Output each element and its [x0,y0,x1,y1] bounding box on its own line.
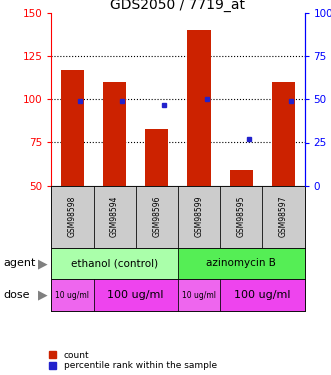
Bar [61,70,84,186]
Bar [187,30,211,186]
Text: GSM98597: GSM98597 [279,196,288,237]
Text: ethanol (control): ethanol (control) [71,258,158,268]
Bar [145,129,168,186]
Text: GSM98599: GSM98599 [195,196,204,237]
Bar [51,248,178,279]
Bar [51,279,93,311]
Text: ▶: ▶ [38,289,48,302]
Title: GDS2050 / 7719_at: GDS2050 / 7719_at [111,0,245,12]
Text: 10 ug/ml: 10 ug/ml [55,291,89,300]
Text: 100 ug/ml: 100 ug/ml [108,290,164,300]
Bar [178,279,220,311]
Bar [262,186,305,248]
Bar [93,279,178,311]
Text: agent: agent [3,258,36,268]
Bar [178,186,220,248]
Bar [136,186,178,248]
Bar [51,186,93,248]
Bar [93,186,136,248]
Text: GSM98598: GSM98598 [68,196,77,237]
Text: GSM98596: GSM98596 [152,196,161,237]
Text: ▶: ▶ [38,257,48,270]
Text: dose: dose [3,290,30,300]
Text: GSM98595: GSM98595 [237,196,246,237]
Bar [103,82,126,186]
Text: 10 ug/ml: 10 ug/ml [182,291,216,300]
Bar [220,186,262,248]
Text: GSM98594: GSM98594 [110,196,119,237]
Bar [272,82,295,186]
Text: azinomycin B: azinomycin B [206,258,276,268]
Bar [220,279,305,311]
Text: 100 ug/ml: 100 ug/ml [234,290,291,300]
Bar [178,248,305,279]
Bar [230,170,253,186]
Legend: count, percentile rank within the sample: count, percentile rank within the sample [49,351,217,370]
